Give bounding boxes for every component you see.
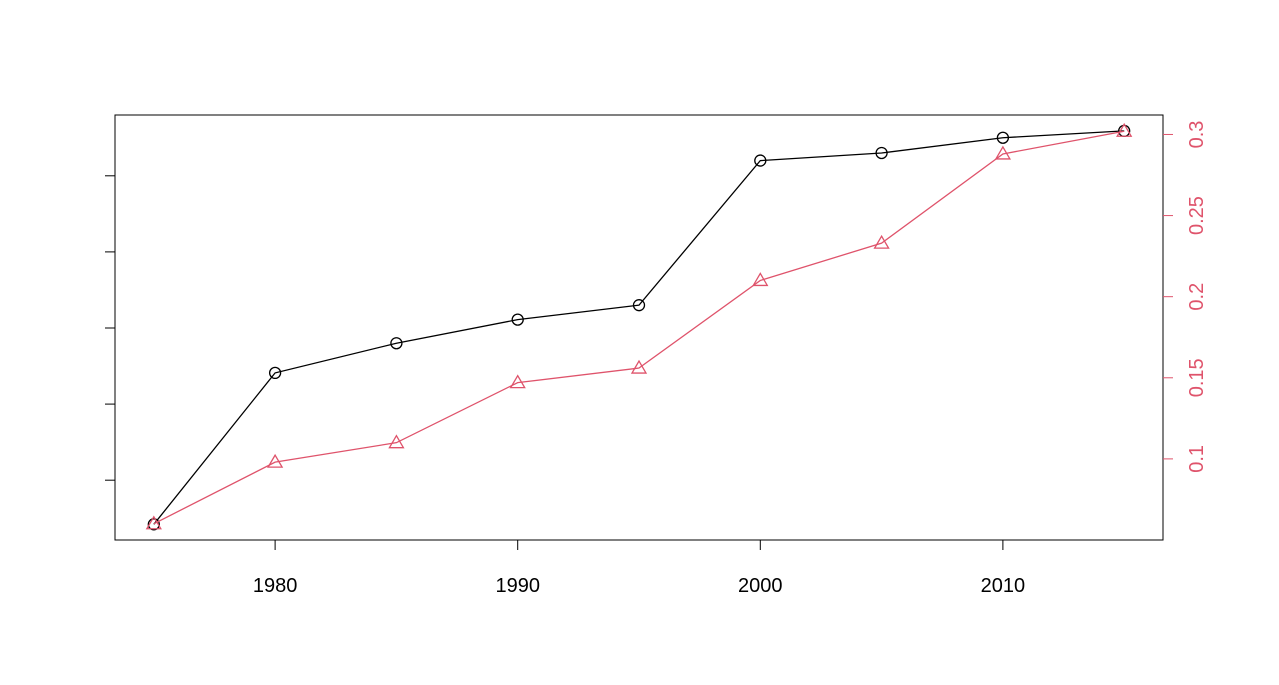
x-tick-label: 1990	[495, 575, 540, 597]
y2-tick-label: 0.1	[1186, 445, 1208, 473]
series-line	[153, 130, 1125, 525]
y2-tick-label: 0.25	[1186, 196, 1208, 235]
triangle-marker	[752, 272, 769, 287]
y2-tick-label: 0.2	[1186, 283, 1208, 311]
triangle-marker	[994, 145, 1012, 160]
triangle-marker	[266, 453, 284, 468]
circle-marker	[754, 154, 767, 167]
y2-tick-label: 0.3	[1186, 121, 1208, 149]
plot-frame	[114, 114, 1164, 541]
circle-marker	[147, 518, 160, 531]
x-tick-label: 2010	[981, 575, 1026, 597]
x-tick-label: 1980	[253, 575, 298, 597]
y2-tick-label: 0.15	[1186, 358, 1208, 397]
triangle-marker	[145, 515, 162, 530]
triangle-marker	[388, 434, 405, 449]
circle-marker	[875, 146, 888, 160]
series-line	[153, 130, 1125, 525]
triangle-marker	[1116, 122, 1133, 137]
triangle-marker	[509, 374, 526, 389]
circle-marker	[996, 131, 1010, 144]
circle-marker	[632, 299, 646, 312]
triangle-marker	[630, 359, 648, 374]
circle-marker	[390, 337, 403, 350]
circle-marker	[268, 366, 282, 380]
circle-marker	[511, 313, 524, 326]
x-tick-label: 2000	[738, 575, 783, 597]
triangle-marker	[873, 234, 890, 249]
